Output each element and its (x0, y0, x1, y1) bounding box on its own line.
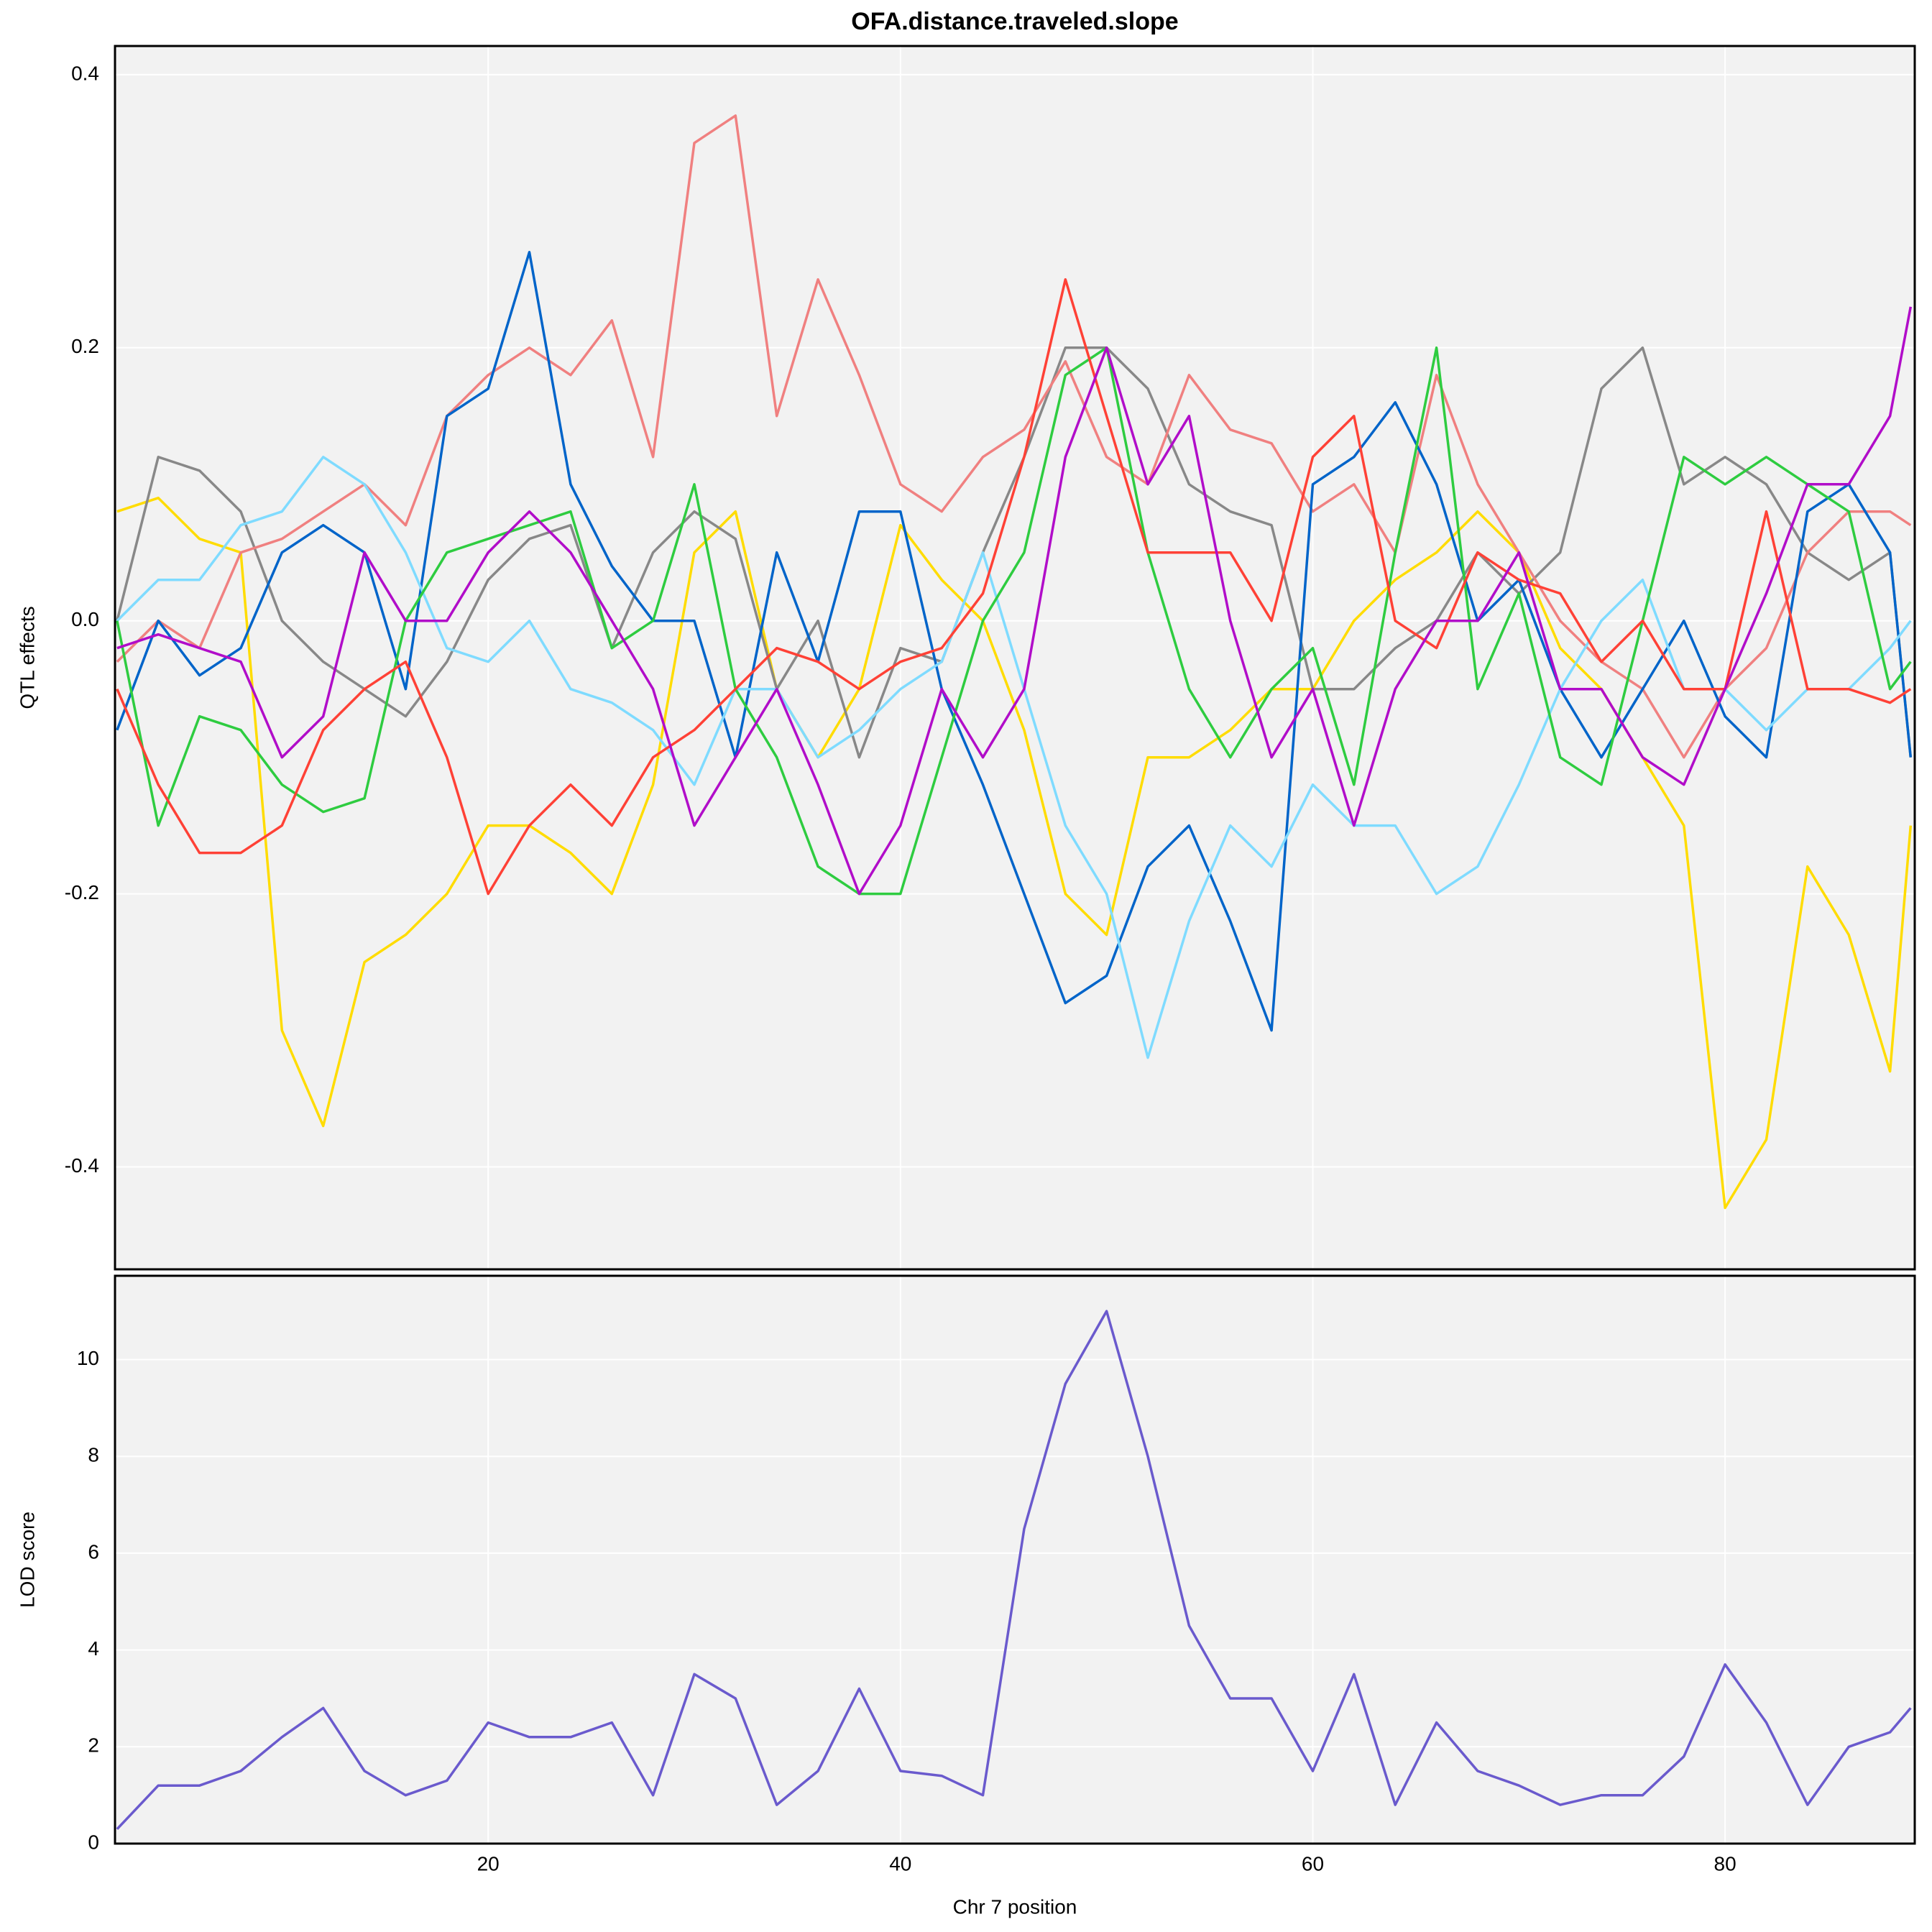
x-tick-label: 60 (1302, 1852, 1324, 1874)
series-line (116, 1310, 1912, 1831)
y-tick-label: 8 (88, 1444, 99, 1466)
y-tick-label: 6 (88, 1540, 99, 1563)
y-axis-label: LOD score (16, 1512, 38, 1608)
x-tick-label: 80 (1714, 1852, 1736, 1874)
y-tick-label: -0.4 (65, 1154, 99, 1177)
x-tick-label: 20 (477, 1852, 500, 1874)
plot-frame (114, 45, 1916, 1271)
y-tick-label: 2 (88, 1734, 99, 1757)
plot-background (115, 1276, 1915, 1844)
y-tick-label: 0.2 (71, 335, 99, 357)
x-axis-label: Chr 7 position (953, 1895, 1077, 1918)
chart-title: OFA.distance.traveled.slope (851, 8, 1178, 35)
series-line (116, 306, 1913, 896)
y-tick-label: 0 (88, 1831, 99, 1853)
plot-frame (114, 1274, 1916, 1845)
series-line (116, 346, 1912, 896)
y-tick-label: 10 (77, 1347, 99, 1369)
x-tick-label: 40 (889, 1852, 911, 1874)
y-tick-label: 0.4 (71, 62, 99, 84)
y-tick-label: -0.2 (65, 881, 99, 903)
series-line (116, 278, 1912, 896)
y-tick-label: 4 (88, 1637, 99, 1660)
y-tick-label: 0.0 (71, 608, 99, 630)
y-axis-label: QTL effects (16, 606, 38, 709)
